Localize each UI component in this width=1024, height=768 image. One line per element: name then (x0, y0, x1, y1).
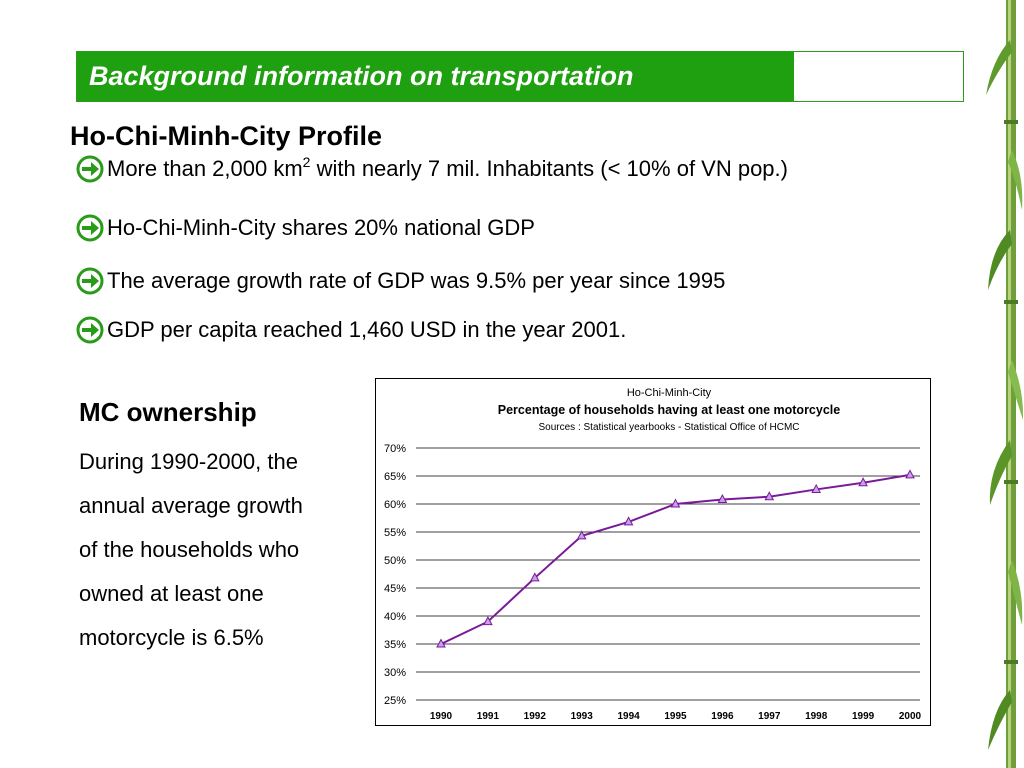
y-tick-label: 60% (384, 499, 406, 511)
data-point-marker (717, 493, 728, 504)
y-tick-label: 25% (384, 695, 406, 707)
circle-arrow-icon (76, 155, 104, 183)
data-point-marker (858, 477, 868, 487)
bullet-area-text-rest: with nearly 7 mil. Inhabitants (< 10% of… (310, 156, 788, 181)
bullet-gdp-share: Ho-Chi-Minh-City shares 20% national GDP (75, 213, 535, 243)
mc-text-line: During 1990-2000, the (79, 449, 298, 474)
y-tick-label: 35% (384, 639, 406, 651)
chart-title: Percentage of households having at least… (498, 403, 840, 417)
mc-text-line: owned at least one (79, 581, 264, 606)
y-tick-label: 45% (384, 583, 406, 595)
x-tick-label: 1992 (524, 711, 547, 722)
data-point-marker (670, 498, 681, 508)
superscript-two: 2 (302, 154, 311, 170)
title-banner-fill: Background information on transportation (77, 52, 794, 101)
chart-svg: Ho-Chi-Minh-City Percentage of household… (384, 387, 922, 722)
circle-arrow-icon (76, 316, 104, 344)
x-tick-label: 1998 (805, 711, 828, 722)
data-point-marker (905, 469, 915, 479)
bullet-gdp-growth: The average growth rate of GDP was 9.5% … (75, 266, 725, 296)
bullet-area: More than 2,000 km2 with nearly 7 mil. I… (75, 154, 788, 184)
bamboo-decoration (986, 0, 1024, 768)
y-tick-label: 70% (384, 443, 406, 455)
y-tick-label: 50% (384, 555, 406, 567)
mc-text-line: annual average growth (79, 493, 303, 518)
x-tick-label: 1997 (758, 711, 781, 722)
profile-heading: Ho-Chi-Minh-City Profile (70, 121, 382, 151)
motorcycle-chart: Ho-Chi-Minh-City Percentage of household… (375, 378, 931, 726)
y-tick-label: 40% (384, 611, 406, 623)
x-tick-label: 1990 (430, 711, 453, 722)
title-banner: Background information on transportation (76, 51, 964, 102)
data-point-marker (483, 616, 493, 626)
x-tick-label: 1995 (664, 711, 687, 722)
chart-subtitle: Sources : Statistical yearbooks - Statis… (538, 422, 799, 433)
data-point-marker (529, 572, 540, 582)
data-point-marker (623, 516, 634, 526)
y-tick-label: 30% (384, 667, 406, 679)
circle-arrow-icon (76, 214, 104, 242)
data-point-marker (811, 483, 822, 493)
data-point-marker (764, 491, 775, 501)
x-tick-label: 1996 (711, 711, 734, 722)
x-tick-label: 2000 (899, 711, 922, 722)
x-tick-label: 1991 (477, 711, 500, 722)
data-point-marker (576, 530, 587, 540)
mc-text-line: motorcycle is 6.5% (79, 625, 264, 650)
data-point-marker (436, 638, 446, 648)
x-tick-label: 1999 (852, 711, 875, 722)
bullet-gdp-per-capita: GDP per capita reached 1,460 USD in the … (75, 315, 626, 345)
mc-text-line: of the households who (79, 537, 300, 562)
y-tick-label: 55% (384, 527, 406, 539)
bullet-gdp-per-capita-text: GDP per capita reached 1,460 USD in the … (107, 317, 627, 342)
mc-ownership-heading: MC ownership (79, 397, 257, 427)
bullet-gdp-growth-text: The average growth rate of GDP was 9.5% … (107, 268, 726, 293)
x-tick-label: 1993 (571, 711, 594, 722)
bullet-area-text: More than 2,000 km (107, 156, 303, 181)
bullet-gdp-share-text: Ho-Chi-Minh-City shares 20% national GDP (107, 215, 535, 240)
x-tick-label: 1994 (617, 711, 640, 722)
slide-title: Background information on transportation (89, 61, 634, 91)
circle-arrow-icon (76, 267, 104, 295)
y-tick-label: 65% (384, 471, 406, 483)
chart-supertitle: Ho-Chi-Minh-City (627, 387, 712, 399)
